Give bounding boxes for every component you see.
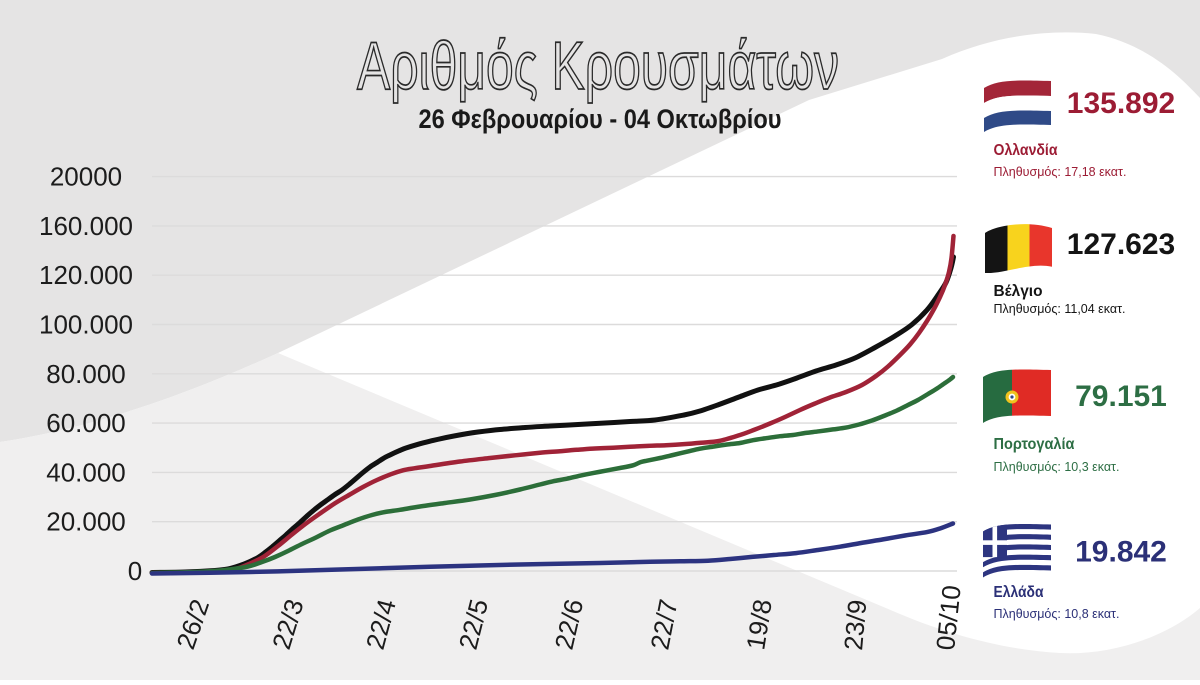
svg-text:Ολλανδία: Ολλανδία [994,142,1058,159]
svg-text:Πληθυσμός: 11,04 εκατ.: Πληθυσμός: 11,04 εκατ. [994,302,1126,316]
svg-text:20.000: 20.000 [46,507,126,537]
svg-text:23/9: 23/9 [838,598,872,651]
svg-text:100.000: 100.000 [39,310,133,340]
svg-text:Πληθυσμός: 17,18 εκατ.: Πληθυσμός: 17,18 εκατ. [994,165,1127,179]
svg-text:Πληθυσμός: 10,8 εκατ.: Πληθυσμός: 10,8 εκατ. [994,607,1120,621]
svg-text:26 Φεβρουαρίου - 04 Οκτωβρίου: 26 Φεβρουαρίου - 04 Οκτωβρίου [419,104,782,134]
svg-text:Ελλάδα: Ελλάδα [994,584,1044,601]
svg-text:60.000: 60.000 [46,408,126,438]
svg-text:Αριθμός Κρουσμάτων: Αριθμός Κρουσμάτων [357,28,839,104]
svg-text:05/10: 05/10 [930,584,967,652]
svg-text:Πληθυσμός: 10,3 εκατ.: Πληθυσμός: 10,3 εκατ. [994,460,1120,474]
svg-text:20000: 20000 [50,162,122,192]
svg-text:135.892: 135.892 [1067,87,1175,120]
svg-text:79.151: 79.151 [1075,380,1167,413]
svg-text:120.000: 120.000 [39,260,133,290]
svg-text:0: 0 [128,556,142,586]
svg-text:Πορτογαλία: Πορτογαλία [994,436,1075,453]
svg-text:19.842: 19.842 [1075,536,1167,569]
svg-text:127.623: 127.623 [1067,228,1175,261]
svg-text:80.000: 80.000 [46,359,126,389]
svg-text:40.000: 40.000 [46,457,126,487]
svg-text:Βέλγιο: Βέλγιο [994,283,1043,300]
svg-text:160.000: 160.000 [39,211,133,241]
